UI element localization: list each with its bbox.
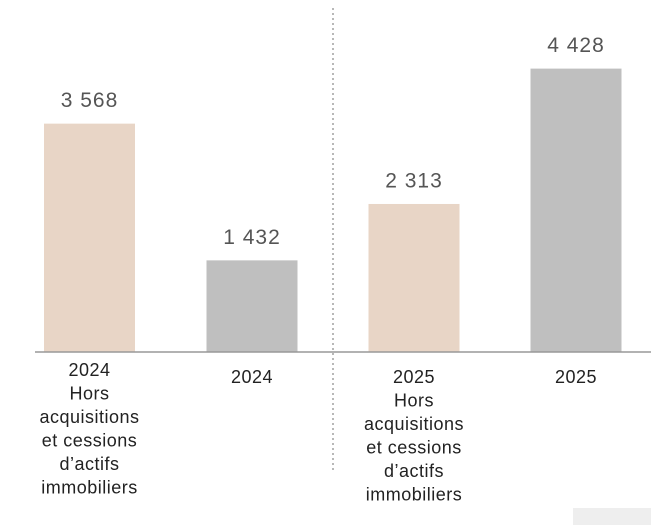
value-label: 1 432 bbox=[223, 226, 281, 249]
x-tick-label-line: 2025 bbox=[555, 367, 597, 387]
x-tick-label-line: 2024 bbox=[68, 360, 110, 380]
x-tick-label: 2024 bbox=[231, 367, 273, 387]
bar bbox=[368, 203, 460, 352]
x-tick-label: 2025 bbox=[555, 367, 597, 387]
x-tick-label: 2025 Hors acquisitions et cessions d’actifs i… bbox=[364, 367, 464, 505]
value-label: 4 428 bbox=[547, 34, 605, 57]
x-tick-label-line: d’actifs bbox=[59, 454, 119, 474]
x-tick-label-line: acquisitions bbox=[364, 414, 464, 434]
x-tick-label-line: immobiliers bbox=[366, 484, 463, 504]
x-tick-label-line: Hors bbox=[394, 390, 434, 410]
x-tick-label-line: 2025 bbox=[393, 367, 435, 387]
bar bbox=[206, 260, 298, 352]
x-tick-label-line: d’actifs bbox=[384, 461, 444, 481]
corner-box bbox=[573, 508, 651, 525]
x-tick-label: 2024 Hors acquisitions et cessions d’actifs i… bbox=[39, 360, 139, 498]
bar bbox=[44, 123, 135, 352]
x-tick-label-line: 2024 bbox=[231, 367, 273, 387]
x-tick-label-line: acquisitions bbox=[39, 407, 139, 427]
bar bbox=[530, 68, 622, 352]
x-tick-label-line: Hors bbox=[69, 383, 109, 403]
value-label: 3 568 bbox=[61, 89, 119, 112]
x-tick-label-line: immobiliers bbox=[41, 477, 138, 497]
x-tick-label-line: et cessions bbox=[42, 430, 138, 450]
value-label: 2 313 bbox=[385, 170, 443, 193]
x-tick-label-line: et cessions bbox=[366, 437, 462, 457]
